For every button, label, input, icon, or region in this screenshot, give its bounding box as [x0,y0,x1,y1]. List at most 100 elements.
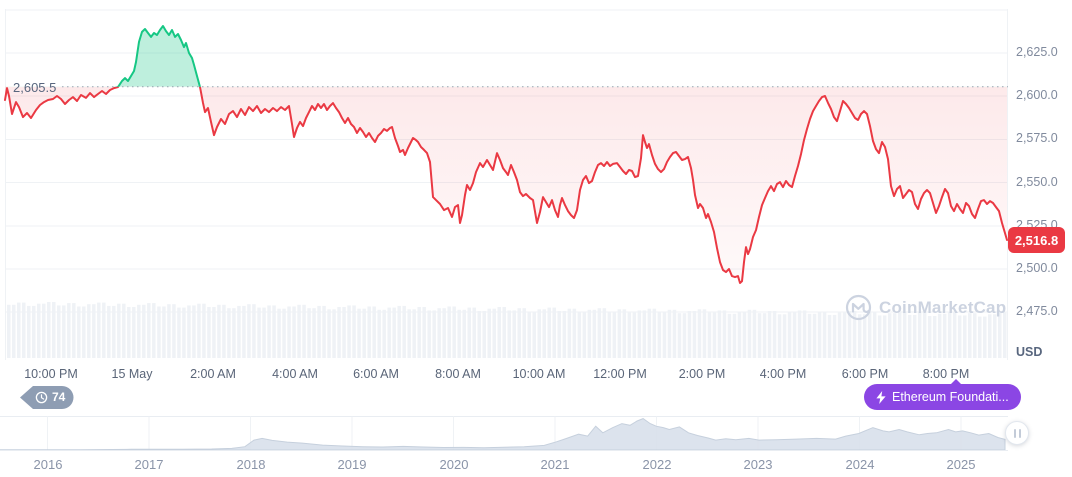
navigator-area[interactable] [0,418,1006,451]
volume-bar [392,307,396,358]
volume-bar [1003,312,1007,358]
volume-bar [742,311,747,358]
volume-bar [772,311,777,358]
volume-bar [842,312,847,358]
volume-bar [462,309,466,358]
volume-bar [487,308,491,358]
volume-bar [557,311,561,358]
volume-bar [117,303,121,358]
volume-bar [662,312,667,358]
y-axis-tick: 2,575.0 [1016,131,1058,145]
year-label: 2020 [439,457,469,472]
history-count: 74 [52,390,66,404]
year-label: 2018 [236,457,266,472]
volume-bar [862,314,867,358]
area-below-close [5,86,1007,283]
volume-bar [367,306,371,358]
x-axis-tick: 2:00 AM [190,367,236,381]
volume-bar [567,308,572,358]
volume-bar [32,305,36,358]
volume-bar [447,306,451,358]
volume-bar [957,315,962,358]
volume-bar [437,308,441,358]
x-axis-tick: 15 May [111,367,153,381]
volume-bar [452,306,456,358]
volume-bar [212,307,216,358]
volume-bar [817,311,822,358]
volume-bar [292,306,296,358]
volume-bar [87,304,91,358]
volume-bar [477,311,481,358]
volume-bar [407,309,411,358]
event-badge[interactable]: Ethereum Foundati... [864,379,1021,410]
navigator-handle[interactable] [1005,421,1029,445]
volume-bar [167,304,171,358]
volume-bar [532,311,536,358]
volume-bar [112,305,116,358]
volume-bar [142,304,146,358]
year-label: 2025 [946,457,976,472]
volume-bar [512,310,516,358]
volume-bar [732,313,737,358]
volume-bar [872,312,877,358]
volume-bar [92,304,96,358]
volume-bar [267,305,271,358]
year-label: 2016 [33,457,63,472]
volume-bar [993,314,997,358]
volume-bar [137,304,141,358]
volume-bar [302,304,306,358]
volume-bar [917,312,922,358]
volume-bar [7,304,11,358]
volume-bar [412,309,416,358]
x-axis-tick: 4:00 AM [272,367,318,381]
volume-bar [272,305,276,358]
volume-bar [947,312,952,358]
volume-bar [787,312,792,358]
volume-bar [457,309,461,358]
volume-bar [352,305,356,358]
volume-bar [467,307,471,358]
volume-bar [562,311,567,358]
volume-bar [877,315,882,358]
volume-bar [287,306,291,358]
volume-bar [617,309,622,358]
drag-handle-bar [1013,428,1016,438]
prev-close-label: 2,605.5 [13,80,57,95]
volume-bar [82,306,86,358]
volume-bar [187,305,191,358]
volume-bar [592,309,597,358]
volume-bar [822,311,827,358]
year-label: 2022 [642,457,672,472]
volume-bar [312,308,316,358]
clock-icon [35,391,48,404]
volume-bar [902,311,907,358]
volume-bar [777,314,782,358]
volume-bar [973,313,977,358]
year-label: 2017 [134,457,164,472]
volume-bar [237,305,241,358]
volume-bar [837,312,842,358]
volume-bar [927,316,932,358]
y-axis-tick: 2,600.0 [1016,88,1058,102]
volume-bar [192,305,196,358]
volume-bar [342,307,346,358]
y-axis-tick: 2,500.0 [1016,261,1058,275]
volume-bar [257,307,261,358]
volume-bar [612,311,617,358]
volume-bar [572,308,577,358]
volume-bar [627,312,632,358]
volume-bar [767,311,772,358]
x-axis-tick: 12:00 PM [593,367,647,381]
x-axis-tick: 10:00 AM [512,367,566,381]
y-axis-tick: 2,475.0 [1016,304,1058,318]
volume-bar [832,314,837,358]
volume-bar [377,309,381,358]
volume-bar [492,308,496,358]
history-count-badge[interactable]: 74 [19,384,77,411]
volume-bar [667,309,672,358]
volume-bar [397,305,401,358]
volume-bar [222,304,226,358]
volume-bar [507,310,511,358]
